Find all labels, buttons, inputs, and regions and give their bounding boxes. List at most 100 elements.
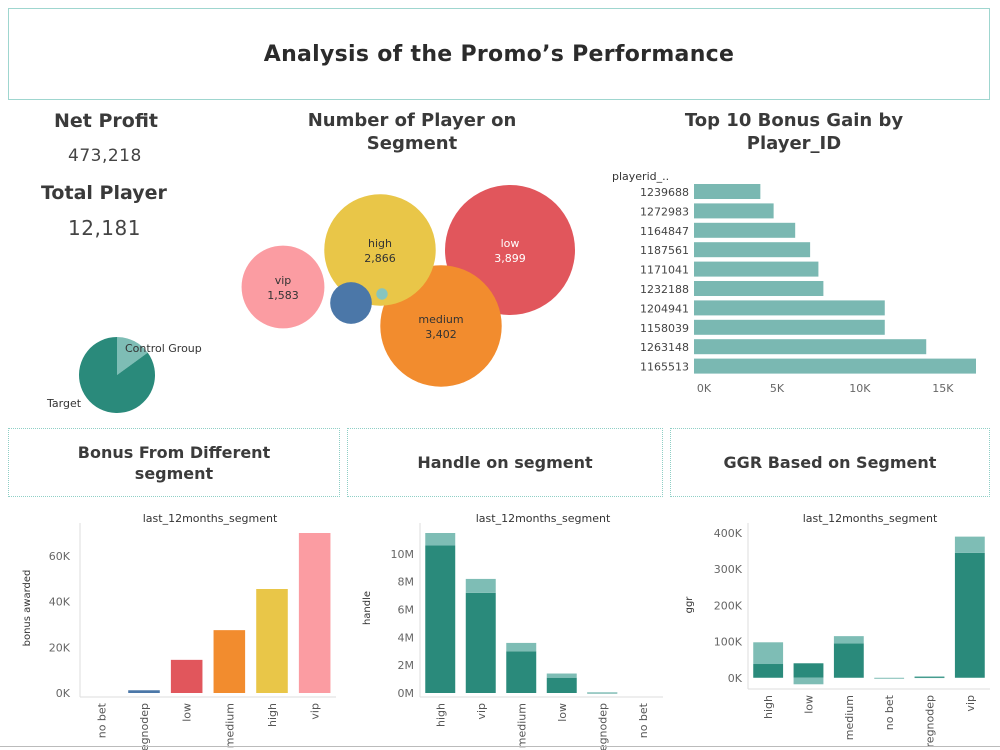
x-category-label: low bbox=[803, 695, 816, 714]
dashboard-title-box: Analysis of the Promo’s Performance bbox=[8, 8, 990, 100]
y-tick: 40K bbox=[49, 596, 71, 609]
net-profit-value: 473,218 bbox=[68, 146, 142, 166]
bar-segment bbox=[833, 636, 864, 644]
top10-player-id: 1187561 bbox=[640, 244, 689, 257]
top10-bar bbox=[694, 261, 819, 277]
bar-segment bbox=[465, 592, 496, 693]
top10-bar bbox=[694, 242, 811, 258]
bubble-segment-4 bbox=[330, 282, 372, 324]
top10-player-id: 1232188 bbox=[640, 283, 689, 296]
footer-divider bbox=[0, 746, 1000, 747]
bar-segment bbox=[506, 651, 537, 693]
x-category-label: no bet bbox=[637, 702, 650, 738]
bubble-vip bbox=[241, 245, 325, 329]
handle-section-header: Handle on segment bbox=[347, 428, 663, 497]
bubble-segment-5 bbox=[376, 288, 388, 300]
top10-bar bbox=[694, 184, 761, 199]
bonus-section-header: Bonus From Different segment bbox=[8, 428, 340, 497]
bar-segment bbox=[753, 642, 784, 665]
top10-x-tick: 15K bbox=[932, 382, 954, 395]
pie-label-target: Target bbox=[46, 397, 82, 410]
top10-player-id: 1263148 bbox=[640, 341, 689, 354]
bar-segment bbox=[793, 677, 824, 685]
x-category-label: medium bbox=[515, 703, 528, 748]
bar bbox=[128, 690, 160, 693]
top10-bar bbox=[694, 339, 927, 355]
bar-segment bbox=[833, 643, 864, 678]
ggr-title: GGR Based on Segment bbox=[723, 453, 937, 472]
y-axis-label: bonus awarded bbox=[22, 570, 33, 647]
x-category-label: no bet bbox=[883, 694, 896, 730]
y-tick: 0K bbox=[56, 687, 71, 700]
bar-segment bbox=[954, 552, 985, 678]
bar-segment bbox=[914, 676, 945, 678]
x-category-label: high bbox=[434, 703, 447, 727]
pie-slice-control-group bbox=[117, 337, 148, 375]
y-tick: 0K bbox=[728, 672, 743, 685]
top10-title: Top 10 Bonus Gain by Player_ID bbox=[634, 109, 954, 155]
bar-segment bbox=[465, 578, 496, 593]
bubble-value: 1,583 bbox=[267, 289, 299, 302]
top10-player-id: 1165513 bbox=[640, 361, 689, 374]
y-tick: 300K bbox=[714, 563, 743, 576]
x-category-label: medium bbox=[223, 703, 236, 748]
ggr-section-header: GGR Based on Segment bbox=[670, 428, 990, 497]
y-tick: 2M bbox=[398, 659, 415, 672]
top10-x-tick: 10K bbox=[849, 382, 871, 395]
bar-segment bbox=[914, 677, 945, 679]
pie-slice-target bbox=[79, 337, 156, 414]
top10-player-id: 1171041 bbox=[640, 264, 689, 277]
bubbles-title-line-2: Segment bbox=[366, 133, 458, 154]
total-player-label: Total Player bbox=[41, 182, 167, 204]
bubble-value: 2,866 bbox=[364, 252, 396, 265]
x-category-label: medium bbox=[843, 695, 856, 740]
bar-segment bbox=[506, 642, 537, 652]
bubble-label: medium bbox=[418, 313, 463, 326]
top10-bar bbox=[694, 358, 976, 374]
y-tick: 4M bbox=[398, 631, 415, 644]
chart-subtitle: last_12months_segment bbox=[143, 512, 278, 525]
chart-subtitle: last_12months_segment bbox=[803, 512, 938, 525]
x-category-label: vip bbox=[309, 703, 322, 720]
y-tick: 0M bbox=[398, 687, 415, 700]
top10-title-line-2: Player_ID bbox=[746, 133, 842, 154]
top10-x-tick: 0K bbox=[697, 382, 712, 395]
net-profit-label: Net Profit bbox=[54, 110, 158, 132]
bubbles-title-line-1: Number of Player on bbox=[307, 110, 517, 131]
bar bbox=[256, 589, 288, 693]
top10-bar bbox=[694, 281, 824, 296]
top10-player-id: 1164847 bbox=[640, 225, 689, 238]
x-category-label: high bbox=[762, 695, 775, 719]
bubble-label: low bbox=[501, 237, 520, 250]
top10-title-line-1: Top 10 Bonus Gain by bbox=[684, 110, 904, 131]
pie-label-control-group: Control Group bbox=[125, 342, 202, 355]
bar bbox=[298, 533, 331, 693]
top10-axis-header: playerid_.. bbox=[612, 170, 669, 183]
top10-x-tick: 5K bbox=[770, 382, 785, 395]
x-category-label: vip bbox=[475, 703, 488, 720]
x-category-label: low bbox=[181, 703, 194, 722]
x-category-label: vip bbox=[964, 695, 977, 712]
total-player-value: 12,181 bbox=[68, 216, 141, 240]
bar-segment bbox=[546, 677, 577, 693]
top10-bar bbox=[694, 300, 885, 316]
top10-player-id: 1204941 bbox=[640, 302, 689, 315]
bar bbox=[213, 630, 246, 693]
handle-title: Handle on segment bbox=[417, 453, 593, 472]
y-tick: 200K bbox=[714, 599, 743, 612]
bar-segment bbox=[954, 536, 985, 553]
x-category-label: low bbox=[556, 703, 569, 722]
bubble-high bbox=[324, 194, 436, 306]
bonus-title-line-1: Bonus From Different bbox=[77, 442, 271, 462]
bar-segment bbox=[793, 663, 824, 678]
bubble-value: 3,899 bbox=[494, 252, 526, 265]
x-category-label: no bet bbox=[95, 702, 108, 738]
bar-segment bbox=[425, 545, 456, 693]
bar-segment bbox=[546, 673, 577, 678]
top10-bar bbox=[694, 319, 885, 335]
top10-player-id: 1239688 bbox=[640, 186, 689, 199]
bubble-label: high bbox=[368, 237, 392, 250]
bar-segment bbox=[425, 533, 456, 546]
x-category-label: regnodep bbox=[596, 703, 609, 750]
